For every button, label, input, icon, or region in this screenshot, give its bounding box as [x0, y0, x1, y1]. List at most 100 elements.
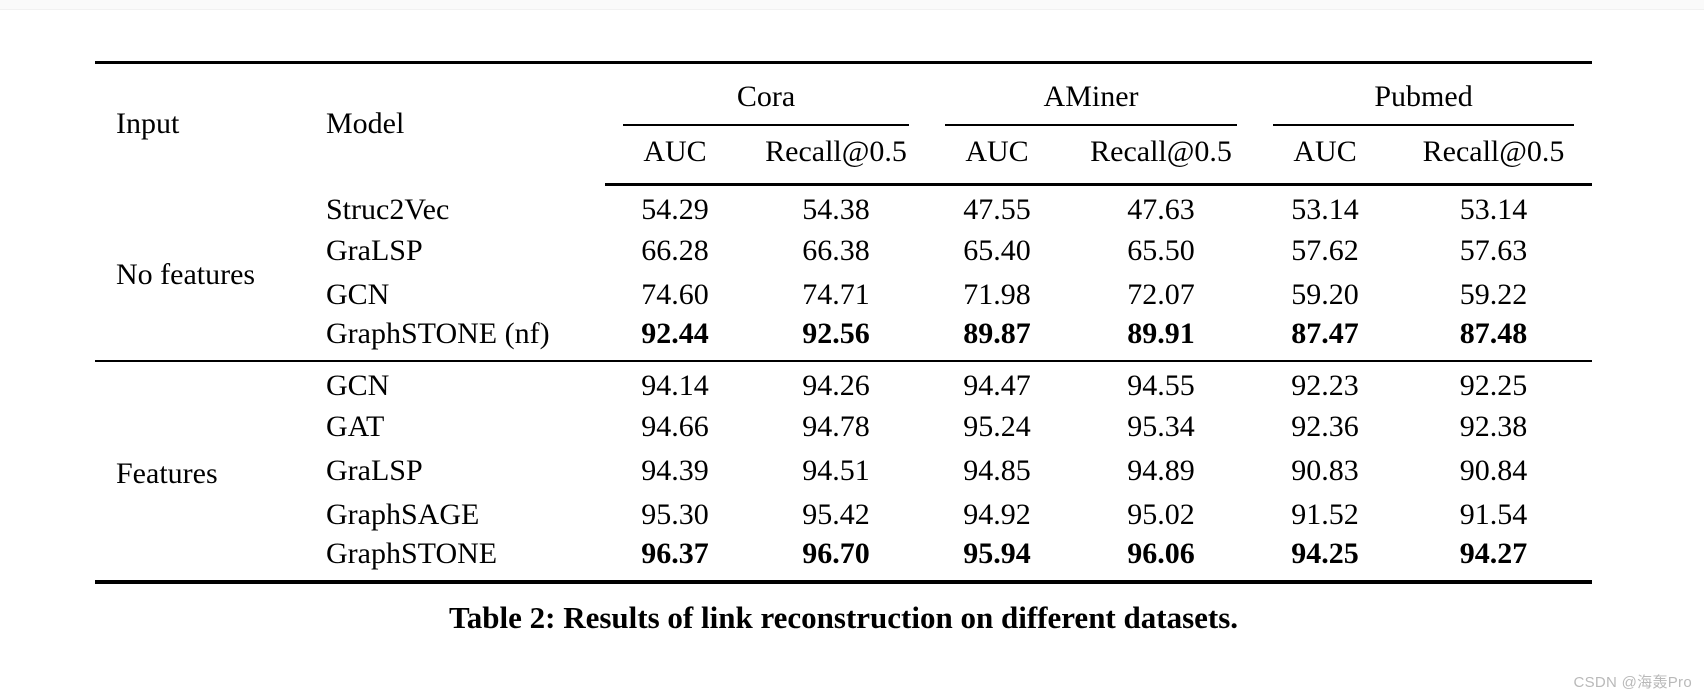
watermark-text: CSDN @海轰Pro	[1573, 674, 1692, 691]
metric-value: 59.20	[1291, 277, 1359, 311]
metric-value: 57.62	[1291, 233, 1359, 267]
section-features: Features GCN 94.14 94.26 94.47 94.55 92.23 92.2…	[95, 359, 1593, 582]
metric-value: 90.83	[1291, 453, 1359, 487]
table-row: GCN 74.60 74.71 71.98 72.07 59.20 59.22	[95, 273, 1592, 317]
metric-value: 47.63	[1127, 193, 1195, 227]
metric-value: 65.40	[963, 233, 1031, 267]
metric-value: 94.51	[802, 453, 870, 487]
table-row: Features GCN 94.14 94.26 94.47 94.55 92.23 92.2…	[95, 359, 1593, 582]
metric-value: 54.38	[802, 193, 870, 227]
metric-value: 92.25	[1395, 359, 1593, 405]
column-header-pubmed-auc: AUC	[1255, 126, 1396, 186]
group-label-cora: Cora	[736, 80, 796, 113]
metric-value: 53.14	[1459, 193, 1528, 227]
table-row: GraLSP 94.39 94.51 94.85 94.89 90.83 90.84	[95, 449, 1592, 493]
metric-value: 94.55	[1067, 359, 1256, 405]
section-no-features: No features Struc2Vec 54.29 54.38 47.55 47.63…	[95, 185, 1592, 361]
metric-value: 87.47	[1291, 316, 1359, 350]
model-name: Struc2Vec	[326, 192, 450, 226]
table-row: GraphSAGE 95.30 95.42 94.92 95.02 91.52 91.54	[95, 493, 1592, 537]
metric-value: 92.44	[641, 316, 709, 350]
model-name: GraphSTONE (nf)	[326, 316, 550, 350]
metric-value: 47.55	[963, 193, 1031, 227]
metric-value: 95.34	[1127, 409, 1195, 443]
model-name: GraLSP	[326, 453, 423, 487]
metric-value: 95.94	[963, 536, 1031, 570]
group-label-aminer: AMiner	[1043, 80, 1139, 113]
table-row: GraphSTONE 96.37 96.70 95.94 96.06 94.25 94.27	[95, 537, 1592, 582]
metric-value: 95.02	[1127, 497, 1195, 531]
model-name: GAT	[326, 409, 385, 443]
metric-value: 54.29	[641, 193, 709, 227]
group-label-pubmed: Pubmed	[1374, 80, 1473, 113]
metric-value: 74.60	[641, 277, 709, 311]
metric-value: 53.14	[1291, 193, 1359, 227]
metric-value: 94.92	[963, 497, 1031, 531]
metric-value: 94.89	[1127, 453, 1195, 487]
model-name: GraphSTONE	[326, 536, 498, 570]
column-header-aminer-auc: AUC	[927, 126, 1068, 186]
model-name: GCN	[305, 359, 605, 405]
group-header-pubmed: Pubmed	[1255, 63, 1592, 126]
metric-value: 57.63	[1459, 233, 1528, 267]
metric-value: 72.07	[1127, 277, 1195, 311]
column-header-pubmed-recall: Recall@0.5	[1395, 126, 1593, 186]
metric-value: 66.28	[641, 233, 709, 267]
metric-value: 95.24	[963, 409, 1031, 443]
metric-value: 95.42	[802, 497, 870, 531]
group-header-row: Input Model Cora AMiner Pubmed	[95, 63, 1592, 140]
metric-value: 90.84	[1459, 453, 1528, 487]
pubmed-underline-rule	[1273, 124, 1575, 126]
cora-underline-rule	[623, 124, 910, 126]
metric-value: 94.47	[927, 359, 1068, 405]
metric-value: 59.22	[1459, 277, 1528, 311]
metric-value: 94.26	[745, 359, 928, 405]
model-name: GraLSP	[326, 233, 423, 267]
metric-value: 66.38	[802, 233, 870, 267]
metric-value: 94.14	[605, 359, 745, 405]
metric-value: 94.27	[1459, 536, 1528, 570]
aminer-underline-rule	[945, 124, 1238, 126]
metric-value: 92.36	[1291, 409, 1359, 443]
column-header-aminer-recall: Recall@0.5	[1067, 126, 1256, 186]
metric-value: 89.91	[1127, 316, 1195, 350]
column-header-cora-recall: Recall@0.5	[745, 126, 928, 186]
top-strip	[0, 0, 1704, 10]
table-caption: Table 2: Results of link reconstruction …	[448, 599, 1239, 635]
table-row: No features Struc2Vec 54.29 54.38 47.55 47.63…	[95, 185, 1592, 292]
input-group-label: No features	[116, 258, 256, 291]
metric-value: 65.50	[1127, 233, 1195, 267]
column-header-cora-auc: AUC	[605, 126, 745, 186]
column-header-input: Input	[116, 107, 180, 141]
column-header-model: Model	[326, 107, 405, 141]
table-area: Input Model Cora AMiner Pubmed AUC Recal…	[95, 61, 1593, 584]
group-header-cora: Cora	[605, 63, 927, 126]
metric-value: 92.23	[1255, 359, 1396, 405]
metric-value: 94.39	[641, 453, 709, 487]
metric-value: 92.38	[1459, 409, 1528, 443]
table-row: GraLSP 66.28 66.38 65.40 65.50 57.62 57.63	[95, 229, 1592, 273]
table-row: GraphSTONE (nf) 92.44 92.56 89.87 89.91 87.47…	[95, 317, 1592, 361]
group-header-aminer: AMiner	[927, 63, 1255, 126]
table-header: Input Model Cora AMiner Pubmed AUC Recal…	[95, 63, 1593, 186]
model-name: GCN	[326, 277, 390, 311]
metric-value: 96.06	[1127, 536, 1195, 570]
metric-value: 96.37	[641, 536, 709, 570]
metric-value: 94.25	[1291, 536, 1359, 570]
results-table: Input Model Cora AMiner Pubmed AUC Recal…	[95, 61, 1593, 584]
table-row: GAT 94.66 94.78 95.24 95.34 92.36 92.38	[95, 405, 1592, 449]
model-name: GraphSAGE	[326, 497, 480, 531]
metric-header-row: AUC Recall@0.5 AUC Recall@0.5 AUC Recall…	[95, 126, 1593, 186]
metric-value: 96.70	[802, 536, 870, 570]
metric-value: 71.98	[963, 277, 1031, 311]
metric-value: 95.30	[641, 497, 709, 531]
metric-value: 89.87	[963, 316, 1031, 350]
metric-value: 92.56	[802, 316, 870, 350]
input-group-label: Features	[95, 359, 305, 582]
metric-value: 91.52	[1291, 497, 1359, 531]
metric-value: 94.66	[641, 409, 709, 443]
metric-value: 74.71	[802, 277, 870, 311]
metric-value: 94.85	[963, 453, 1031, 487]
metric-value: 91.54	[1459, 497, 1528, 531]
metric-value: 87.48	[1459, 316, 1528, 350]
